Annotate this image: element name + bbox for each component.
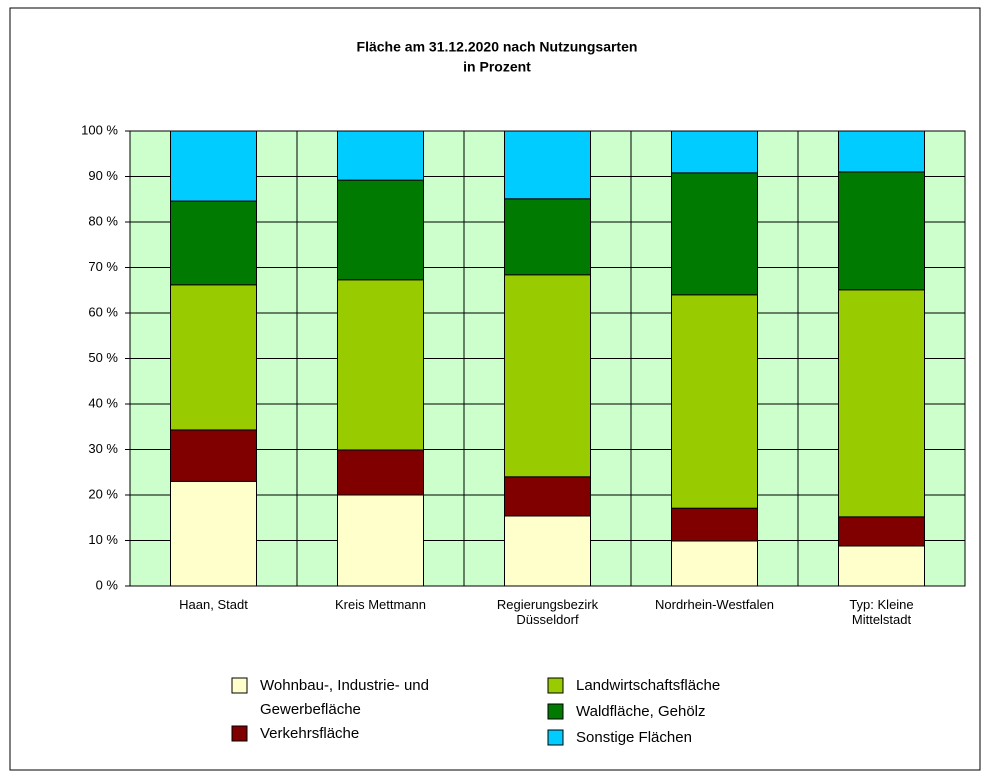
bar-segment	[504, 515, 591, 587]
bar-segment	[337, 130, 424, 181]
bar-segment	[671, 130, 758, 174]
bar-segment	[170, 130, 257, 202]
chart-subtitle: in Prozent	[463, 59, 531, 75]
legend-swatch	[547, 677, 564, 694]
bar-segment	[671, 540, 758, 587]
x-tick-label: Typ: Kleine Mittelstadt	[849, 597, 914, 627]
y-tick-label: 50 %	[88, 350, 118, 365]
legend-label: Wohnbau-, Industrie- und Gewerbefläche	[260, 677, 429, 718]
bar-segment	[504, 476, 591, 517]
chart-title: Fläche am 31.12.2020 nach Nutzungsarten	[357, 39, 638, 55]
y-tick-label: 100 %	[81, 122, 118, 137]
x-tick-label: Haan, Stadt	[179, 597, 248, 612]
y-tick-label: 80 %	[88, 213, 118, 228]
bar-segment	[337, 179, 424, 281]
y-tick-label: 10 %	[88, 532, 118, 547]
legend-swatch	[547, 729, 564, 746]
x-tick-label: Regierungsbezirk Düsseldorf	[496, 597, 599, 627]
bar-segment	[170, 200, 257, 286]
legend-swatch	[231, 725, 248, 742]
y-tick-label: 70 %	[88, 259, 118, 274]
bar-segment	[504, 130, 591, 200]
bar-segment	[337, 279, 424, 451]
bar-segment	[838, 289, 925, 518]
y-tick-label: 90 %	[88, 168, 118, 183]
bar-segment	[170, 284, 257, 431]
y-tick-label: 30 %	[88, 441, 118, 456]
x-tick-label: Kreis Mettmann	[334, 597, 427, 612]
bar-segment	[504, 274, 591, 478]
legend-label: Sonstige Flächen	[576, 729, 692, 746]
plot-border	[129, 130, 966, 587]
bar-segment	[170, 429, 257, 482]
y-tick-label: 20 %	[88, 486, 118, 501]
bar-segment	[337, 449, 424, 496]
bar-segment	[671, 294, 758, 509]
y-tick-label: 40 %	[88, 395, 118, 410]
bar-segment	[838, 545, 925, 587]
legend-swatch	[231, 677, 248, 694]
bar-segment	[671, 507, 758, 542]
legend-label: Waldfläche, Gehölz	[576, 703, 706, 720]
bar-segment	[671, 172, 758, 296]
legend-label: Landwirtschaftsfläche	[576, 677, 721, 694]
bar-segment	[170, 480, 257, 587]
x-tick-label: Nordrhein-Westfalen	[655, 597, 774, 612]
bar-segment	[337, 494, 424, 587]
bar-segment	[838, 171, 925, 291]
bar-segment	[504, 198, 591, 276]
y-tick-label: 60 %	[88, 304, 118, 319]
bar-segment	[838, 130, 925, 173]
legend-label: Verkehrsfläche	[260, 725, 360, 742]
y-tick-label: 0 %	[96, 577, 119, 592]
bar-segment	[838, 516, 925, 547]
legend-swatch	[547, 703, 564, 720]
